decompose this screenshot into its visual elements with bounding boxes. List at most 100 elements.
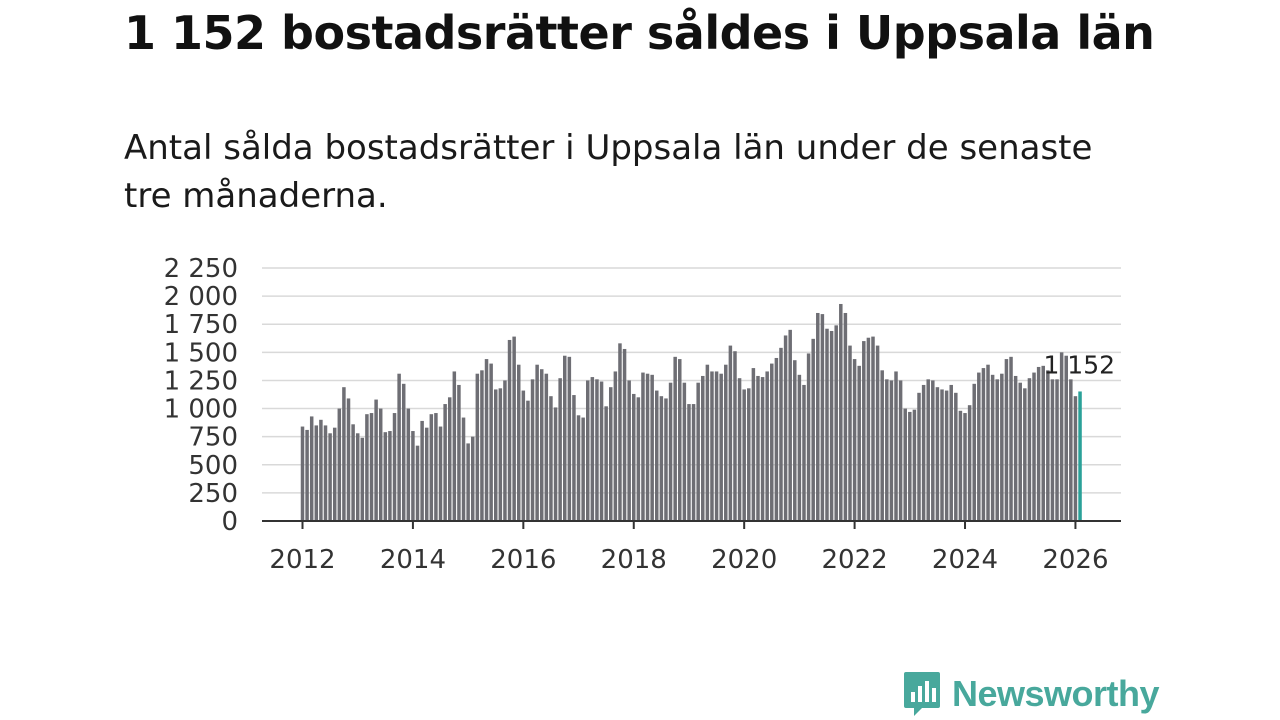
bar [434, 413, 438, 521]
bar [875, 345, 880, 521]
bar [963, 413, 967, 521]
bar [714, 371, 719, 521]
bar [862, 341, 866, 521]
bar [305, 429, 309, 521]
bar [871, 336, 875, 521]
bar [392, 413, 397, 521]
x-tick-label: 2026 [1042, 545, 1108, 575]
bar [889, 380, 894, 521]
bar [1046, 370, 1050, 521]
bar [866, 337, 871, 521]
x-tick-label: 2024 [932, 545, 998, 575]
bar [917, 392, 921, 521]
bar [898, 380, 903, 521]
bar [360, 437, 365, 521]
bar [645, 373, 650, 521]
bar [632, 393, 636, 521]
bar [829, 330, 834, 521]
bar [365, 414, 369, 521]
chart-title: 1 152 bostadsrätter såldes i Uppsala län [124, 6, 1155, 60]
axes [262, 520, 1121, 529]
bar [1064, 355, 1068, 521]
bar [401, 383, 406, 521]
bar [880, 370, 884, 521]
bar [894, 371, 898, 521]
bar [411, 431, 415, 521]
bar [535, 364, 539, 521]
last-value-label: 1 152 [1043, 350, 1115, 379]
bar [921, 384, 926, 521]
bar [581, 417, 585, 521]
y-tick-label: 0 [221, 507, 238, 537]
x-tick-label: 2022 [822, 545, 888, 575]
bar [466, 443, 470, 521]
bar [553, 407, 558, 521]
bar [609, 387, 613, 521]
bars [300, 303, 1082, 521]
bar [816, 312, 820, 521]
bar [1023, 388, 1027, 521]
bar [705, 364, 710, 521]
bar [586, 380, 590, 521]
bar [1069, 379, 1073, 521]
bar [977, 372, 981, 521]
bar [852, 359, 857, 521]
bar [369, 413, 374, 521]
bar [995, 379, 999, 521]
bar [406, 408, 411, 521]
bar [539, 369, 544, 521]
bar [424, 427, 429, 521]
bar [820, 314, 825, 521]
bar [397, 373, 401, 521]
bar [319, 419, 323, 521]
bar [944, 390, 949, 521]
bar [650, 374, 654, 521]
bar [940, 389, 944, 521]
bar [530, 379, 535, 521]
bar [309, 416, 314, 521]
bar [756, 375, 760, 521]
bar [420, 420, 424, 521]
bar [935, 387, 940, 521]
y-tick-label: 1 000 [164, 395, 238, 425]
bar [1073, 396, 1078, 521]
bar [806, 353, 811, 521]
bar [802, 384, 806, 521]
bar [733, 351, 737, 521]
bar [475, 373, 480, 521]
bar [783, 335, 788, 521]
bar [843, 312, 848, 521]
y-tick-label: 2 250 [164, 254, 238, 284]
bar [1050, 379, 1055, 521]
bar [618, 343, 622, 521]
bar [415, 445, 420, 521]
bar [484, 359, 489, 521]
bar [719, 373, 723, 521]
bar [599, 381, 604, 521]
bar [328, 433, 332, 521]
bar [1018, 382, 1022, 521]
bar [627, 380, 631, 521]
bar [926, 379, 930, 521]
bar [1055, 379, 1059, 521]
brand-footer: Newsworthy [902, 670, 1160, 718]
bar [613, 371, 618, 521]
y-tick-label: 1 250 [164, 366, 238, 396]
bar [503, 380, 507, 521]
bar [839, 303, 843, 521]
bar [710, 371, 714, 521]
bar [655, 390, 659, 521]
y-tick-label: 2 000 [164, 282, 238, 312]
bar [728, 345, 733, 521]
y-tick-label: 250 [188, 479, 238, 509]
bar [388, 431, 392, 521]
bar [507, 339, 512, 521]
x-tick-label: 2020 [711, 545, 777, 575]
y-tick-label: 1 750 [164, 310, 238, 340]
bar [351, 424, 355, 521]
bar [567, 356, 572, 521]
bar [990, 374, 995, 521]
bar [480, 370, 484, 521]
bar [526, 400, 530, 521]
